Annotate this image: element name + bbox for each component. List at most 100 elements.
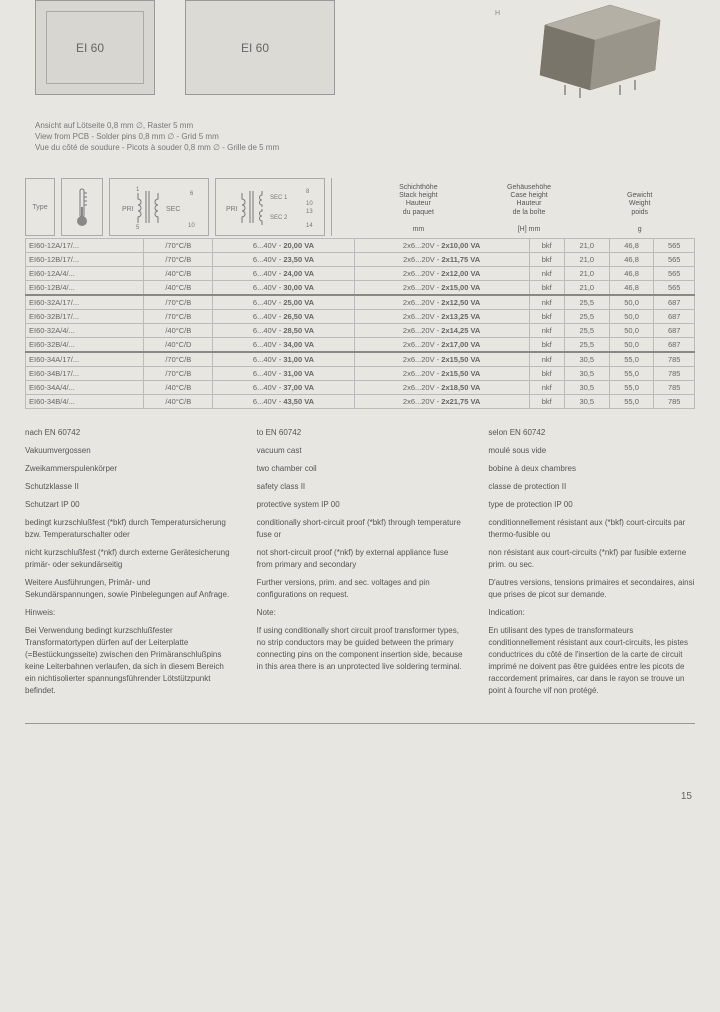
cell: EI60-32A/4/... — [26, 324, 144, 338]
cell: 21,0 — [564, 239, 609, 253]
cell: 6...40V - 28,50 VA — [213, 324, 354, 338]
description-columns: nach EN 60742VakuumvergossenZweikammersp… — [25, 427, 695, 703]
svg-text:10: 10 — [188, 223, 195, 229]
table-row: EI60-34A/17/.../70°C/B6...40V - 31,00 VA… — [26, 352, 695, 367]
cell: 6...40V - 23,50 VA — [213, 253, 354, 267]
cell: 6...40V - 20,00 VA — [213, 239, 354, 253]
cell: 30,5 — [564, 381, 609, 395]
cell: 55,0 — [609, 352, 654, 367]
cell: 6...40V - 43,50 VA — [213, 395, 354, 409]
cell: 6...40V - 31,00 VA — [213, 352, 354, 367]
cell: /40°C/B — [144, 381, 213, 395]
svg-text:5: 5 — [136, 225, 140, 231]
cell: bkf — [529, 281, 564, 296]
label: Type — [32, 204, 47, 211]
cell: EI60-32B/17/... — [26, 310, 144, 324]
cell: bkf — [529, 395, 564, 409]
cell: bkf — [529, 310, 564, 324]
cell: /40°C/D — [144, 338, 213, 353]
column-headers: SchichthöheStack heightHauteurdu paquetm… — [343, 178, 695, 236]
table-row: EI60-12A/4/.../40°C/B6...40V - 24,00 VA2… — [26, 267, 695, 281]
cell: 565 — [654, 253, 695, 267]
svg-text:8: 8 — [306, 189, 310, 195]
cell: 30,5 — [564, 367, 609, 381]
svg-text:SEC: SEC — [166, 206, 180, 213]
cell: 6...40V - 31,00 VA — [213, 367, 354, 381]
svg-text:1: 1 — [136, 187, 140, 193]
schematic-dual: PRI SEC 1 SEC 2 8 10 13 14 — [215, 178, 325, 236]
cell: 30,5 — [564, 352, 609, 367]
cell: bkf — [529, 253, 564, 267]
cell: 565 — [654, 239, 695, 253]
svg-text:6: 6 — [190, 191, 194, 197]
table-row: EI60-34B/17/.../70°C/B6...40V - 31,00 VA… — [26, 367, 695, 381]
col-fr: selon EN 60742moulé sous videbobine à de… — [488, 427, 695, 703]
table-row: EI60-32A/17/.../70°C/B6...40V - 25,00 VA… — [26, 295, 695, 310]
cell: bkf — [529, 239, 564, 253]
cell: 2x6...20V - 2x17,00 VA — [354, 338, 529, 353]
cell: /40°C/B — [144, 324, 213, 338]
cell: 2x6...20V - 2x13,25 VA — [354, 310, 529, 324]
data-table: EI60-12A/17/.../70°C/B6...40V - 20,00 VA… — [25, 238, 695, 409]
caption-line: Vue du côté de soudure - Picots à souder… — [35, 142, 279, 153]
table-row: EI60-12A/17/.../70°C/B6...40V - 20,00 VA… — [26, 239, 695, 253]
cell: 46,8 — [609, 267, 654, 281]
page-number: 15 — [681, 791, 692, 802]
cell: EI60-34A/17/... — [26, 352, 144, 367]
svg-text:PRI: PRI — [122, 206, 134, 213]
cell: nkf — [529, 381, 564, 395]
table-row: EI60-12B/17/.../70°C/B6...40V - 23,50 VA… — [26, 253, 695, 267]
diagram-label: EI 60 — [76, 41, 104, 55]
cell: 6...40V - 30,00 VA — [213, 281, 354, 296]
table-row: EI60-32B/4/.../40°C/D6...40V - 34,00 VA2… — [26, 338, 695, 353]
cell: 55,0 — [609, 367, 654, 381]
cell: 46,8 — [609, 281, 654, 296]
svg-text:SEC 2: SEC 2 — [270, 215, 288, 221]
cell: 30,5 — [564, 395, 609, 409]
schematic-header-row: Type PRI SEC 1 5 6 10 PRI — [25, 178, 695, 236]
outline-diagram-right: EI 60 — [185, 0, 335, 95]
col-de: nach EN 60742VakuumvergossenZweikammersp… — [25, 427, 232, 703]
connector-image — [525, 0, 675, 100]
cell: 565 — [654, 267, 695, 281]
cell: 687 — [654, 338, 695, 353]
cell: 687 — [654, 324, 695, 338]
table-row: EI60-34B/4/.../40°C/B6...40V - 43,50 VA2… — [26, 395, 695, 409]
schematic-single: PRI SEC 1 5 6 10 — [109, 178, 209, 236]
svg-text:PRI: PRI — [226, 206, 238, 213]
svg-text:14: 14 — [306, 223, 313, 229]
table-row: EI60-34A/4/.../40°C/B6...40V - 37,00 VA2… — [26, 381, 695, 395]
cell: EI60-12A/4/... — [26, 267, 144, 281]
table-row: EI60-32A/4/.../40°C/B6...40V - 28,50 VA2… — [26, 324, 695, 338]
cell: 55,0 — [609, 381, 654, 395]
cell: nkf — [529, 324, 564, 338]
cell: nkf — [529, 295, 564, 310]
dim-label: H — [495, 10, 500, 17]
cell: 2x6...20V - 2x12,00 VA — [354, 267, 529, 281]
cell: 2x6...20V - 2x18,50 VA — [354, 381, 529, 395]
cell: 6...40V - 24,00 VA — [213, 267, 354, 281]
cell: EI60-34B/4/... — [26, 395, 144, 409]
cell: 2x6...20V - 2x15,50 VA — [354, 367, 529, 381]
cell: /70°C/B — [144, 253, 213, 267]
footer-rule — [25, 723, 695, 724]
caption-line: Ansicht auf Lötseite 0,8 mm ∅, Raster 5 … — [35, 120, 279, 131]
cell: 2x6...20V - 2x10,00 VA — [354, 239, 529, 253]
cell: nkf — [529, 352, 564, 367]
diagram-section: EI 60 EI 60 Ansicht auf Lötseite 0,8 mm … — [25, 0, 695, 170]
cell: EI60-12B/4/... — [26, 281, 144, 296]
cell: /70°C/B — [144, 310, 213, 324]
col-case: GehäusehöheCase heightHauteurde la boîte… — [474, 184, 585, 236]
cell: 25,5 — [564, 338, 609, 353]
cell: EI60-32A/17/... — [26, 295, 144, 310]
cell: nkf — [529, 267, 564, 281]
cell: 2x6...20V - 2x15,00 VA — [354, 281, 529, 296]
cell: 46,8 — [609, 253, 654, 267]
cell: 2x6...20V - 2x12,50 VA — [354, 295, 529, 310]
cell: 25,5 — [564, 295, 609, 310]
cell: EI60-34A/4/... — [26, 381, 144, 395]
cell: 6...40V - 37,00 VA — [213, 381, 354, 395]
table-row: EI60-32B/17/.../70°C/B6...40V - 26,50 VA… — [26, 310, 695, 324]
cell: bkf — [529, 338, 564, 353]
diagram-captions: Ansicht auf Lötseite 0,8 mm ∅, Raster 5 … — [35, 120, 279, 154]
